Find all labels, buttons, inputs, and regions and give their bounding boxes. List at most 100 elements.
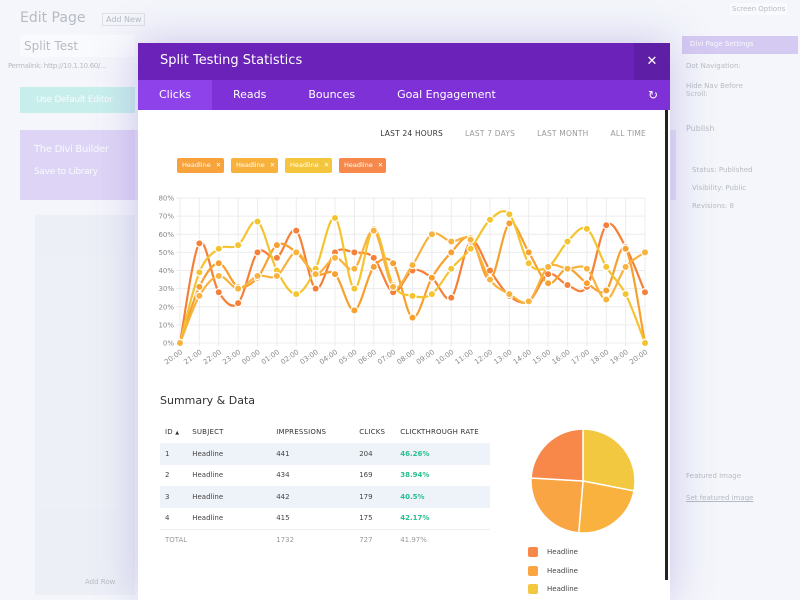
x-tick-label: 09:00 — [415, 348, 436, 366]
set-featured-link[interactable]: Set featured image — [686, 494, 754, 502]
add-new-button[interactable]: Add New — [102, 13, 146, 26]
legend-item: Headline — [528, 562, 578, 581]
data-point — [330, 269, 340, 279]
x-tick-label: 23:00 — [221, 348, 242, 366]
total-clicks: 727 — [354, 528, 396, 551]
row-ctr: 38.94% — [400, 471, 430, 480]
series-tag[interactable]: Headline ✕ — [177, 158, 224, 173]
range-all-time[interactable]: ALL TIME — [610, 129, 646, 138]
x-tick-label: 13:00 — [492, 348, 513, 366]
series-tag[interactable]: Headline ✕ — [231, 158, 278, 173]
data-point — [272, 253, 282, 263]
range-last-month[interactable]: LAST MONTH — [537, 129, 589, 138]
y-tick-label: 70% — [158, 213, 174, 221]
data-point — [505, 289, 514, 299]
col-clicks[interactable]: CLICKS — [359, 428, 386, 436]
y-tick-label: 60% — [158, 231, 174, 239]
data-point — [330, 213, 340, 223]
row-ctr: 40.5% — [395, 486, 490, 508]
permalink[interactable]: Permalink: http://10.1.10.60/... — [8, 62, 106, 70]
tab-clicks[interactable]: Clicks — [138, 80, 212, 110]
x-tick-label: 20:00 — [163, 348, 184, 366]
hide-nav-label: Hide Nav Before Scroll: — [686, 82, 743, 98]
data-point — [311, 284, 320, 293]
tab-reads[interactable]: Reads — [232, 88, 267, 101]
data-point — [195, 291, 204, 301]
col-impressions[interactable]: IMPRESSIONS — [276, 428, 327, 436]
x-tick-label: 08:00 — [396, 348, 417, 366]
row-subject: Headline — [192, 471, 224, 480]
x-tick-label: 19:00 — [609, 348, 630, 366]
visibility-label: Visibility: Public — [692, 184, 747, 192]
summary-table: ID ▲ SUBJECT IMPRESSIONS CLICKS CLICKTHR… — [160, 421, 490, 551]
publish-heading: Publish — [686, 124, 715, 133]
row-impressions: 415 — [276, 514, 290, 522]
row-id: 1 — [160, 443, 188, 465]
data-point — [175, 338, 185, 348]
row-ctr: 46.26% — [395, 443, 490, 465]
tab-goal-engagement[interactable]: Goal Engagement — [397, 88, 496, 101]
tag-label: Headline — [182, 161, 211, 169]
row-id: 3 — [160, 486, 188, 508]
data-point — [253, 217, 262, 226]
save-library-button[interactable]: Save to Library — [34, 167, 98, 177]
clicks-line-chart: 0%10%20%30%40%50%60%70%80%20:0021:0022:0… — [158, 195, 650, 366]
col-id[interactable]: ID ▲ — [165, 428, 180, 436]
screen-options-button[interactable]: Screen Options — [730, 3, 788, 15]
data-point — [350, 284, 359, 293]
data-point — [427, 230, 437, 239]
tab-bounces[interactable]: Bounces — [308, 88, 356, 101]
row-id: 4 — [165, 514, 170, 522]
data-point — [524, 248, 533, 257]
x-tick-label: 01:00 — [260, 348, 281, 366]
y-tick-label: 20% — [158, 303, 174, 311]
pie-slice — [530, 477, 584, 534]
row-impressions: 442 — [271, 486, 355, 508]
data-point — [543, 262, 553, 272]
y-tick-label: 10% — [158, 321, 174, 329]
close-button[interactable]: ✕ — [634, 43, 670, 80]
x-tick-label: 06:00 — [357, 348, 378, 366]
data-point — [408, 313, 417, 322]
refresh-icon[interactable]: ↻ — [647, 88, 658, 102]
data-point — [602, 220, 611, 230]
sort-asc-icon: ▲ — [175, 430, 180, 436]
data-point — [563, 264, 572, 273]
remove-icon[interactable]: ✕ — [215, 161, 222, 169]
status-label: Status: Published — [692, 166, 753, 174]
y-tick-label: 80% — [158, 195, 174, 203]
data-point — [563, 280, 572, 290]
scrollbar[interactable] — [665, 110, 668, 580]
row-subject: Headline — [192, 514, 224, 522]
add-row-button[interactable]: Add Row — [85, 578, 116, 586]
data-point — [311, 269, 320, 279]
table-row: 4 Headline 415 175 42.17% — [160, 508, 490, 530]
post-title-input[interactable]: Split Test — [20, 35, 135, 57]
series-tag[interactable]: Headline ✕ — [285, 158, 332, 173]
series-tag[interactable]: Headline ✕ — [339, 158, 386, 173]
remove-icon[interactable]: ✕ — [323, 161, 330, 169]
data-point — [427, 289, 437, 299]
summary-title: Summary & Data — [160, 394, 255, 407]
col-ctr[interactable]: CLICKTHROUGH RATE — [400, 428, 479, 436]
y-tick-label: 50% — [158, 249, 174, 257]
data-point — [427, 273, 437, 282]
table-row: 1 Headline 441 204 46.26% — [160, 443, 490, 465]
data-point — [582, 224, 592, 234]
x-tick-label: 10:00 — [434, 348, 455, 366]
remove-icon[interactable]: ✕ — [269, 161, 276, 169]
data-point — [292, 226, 301, 235]
data-point — [195, 239, 204, 248]
range-last-24-hours[interactable]: LAST 24 HOURS — [380, 129, 443, 138]
col-subject[interactable]: SUBJECT — [192, 428, 224, 436]
pie-slice — [530, 428, 584, 482]
revisions-label: Revisions: 8 — [692, 202, 734, 210]
range-last-7-days[interactable]: LAST 7 DAYS — [464, 129, 516, 138]
data-point — [447, 264, 456, 273]
default-editor-button[interactable]: Use Default Editor — [20, 87, 135, 113]
builder-sections — [35, 215, 135, 595]
remove-icon[interactable]: ✕ — [377, 161, 384, 169]
data-point — [602, 295, 611, 304]
data-point — [602, 286, 611, 295]
data-point — [485, 215, 495, 224]
